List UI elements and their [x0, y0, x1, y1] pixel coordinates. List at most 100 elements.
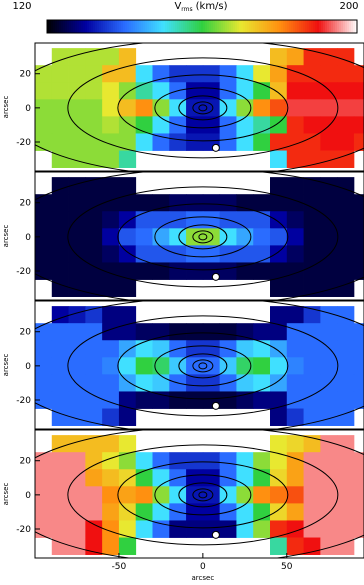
cell [270, 48, 288, 66]
colorbar-swatch [63, 20, 66, 33]
cell [186, 340, 204, 358]
colorbar-swatch [177, 20, 180, 33]
contour [192, 359, 214, 373]
colorbar-swatch [289, 20, 292, 33]
cell [68, 323, 86, 341]
cell [102, 408, 120, 426]
cell [286, 503, 304, 521]
cell [51, 133, 69, 151]
cell [353, 486, 364, 504]
cell [51, 211, 69, 229]
cell [337, 391, 355, 409]
x-tick-label: 50 [281, 562, 293, 572]
cell [85, 82, 103, 100]
cell [337, 48, 355, 66]
y-tick-label: 0 [25, 104, 31, 114]
contour [178, 482, 228, 508]
colorbar-swatch [199, 20, 202, 33]
cell [186, 99, 204, 117]
cell [186, 323, 204, 341]
cell [353, 323, 364, 341]
cell [85, 245, 103, 263]
colorbar-swatch [195, 20, 198, 33]
cell [320, 435, 338, 453]
cell [286, 228, 304, 246]
cell [320, 177, 338, 195]
cell [118, 435, 137, 453]
cell [102, 537, 120, 555]
colorbar-swatch [237, 20, 240, 33]
colorbar-swatch [221, 20, 224, 33]
cell [219, 262, 237, 280]
cell [152, 391, 170, 409]
colorbar-swatch [151, 20, 154, 33]
colorbar-swatch [197, 20, 200, 33]
cell [320, 194, 338, 212]
y-tick-label: -20 [16, 396, 31, 406]
cell [303, 374, 321, 392]
marker-circle [211, 272, 220, 281]
cell [35, 116, 53, 134]
y-tick-label: -20 [16, 267, 31, 277]
colorbar-swatch [77, 20, 80, 33]
colorbar-swatch [161, 20, 164, 33]
cell [219, 228, 237, 246]
cell [118, 211, 137, 229]
colorbar-swatch [259, 20, 262, 33]
cell [85, 262, 103, 280]
colorbar-swatch [75, 20, 78, 33]
colorbar-swatch [179, 20, 182, 33]
cell [186, 486, 204, 504]
cell [68, 133, 86, 151]
cell [353, 374, 364, 392]
cell [135, 323, 153, 341]
cell [169, 133, 187, 151]
cell [353, 211, 364, 229]
cell [270, 452, 288, 470]
cell [118, 228, 137, 246]
cell [353, 503, 364, 521]
cell [35, 65, 53, 83]
cell [186, 391, 204, 409]
cell [152, 116, 170, 134]
colorbar-swatch [81, 20, 84, 33]
cell [152, 520, 170, 538]
cell [68, 391, 86, 409]
contour [198, 233, 208, 241]
cell [337, 99, 355, 117]
colorbar-swatch [79, 20, 82, 33]
cell [270, 262, 288, 280]
cell [253, 520, 271, 538]
contour [178, 224, 228, 250]
colorbar-swatch [141, 20, 144, 33]
y-tick-label: 20 [20, 328, 32, 338]
cell [186, 194, 204, 212]
cell [320, 537, 338, 555]
cell [68, 408, 86, 426]
y-tick-label: 0 [25, 233, 31, 243]
colorbar-max-label: 200 [339, 1, 358, 12]
colorbar-swatch [319, 20, 322, 33]
cell [135, 452, 153, 470]
colorbar-swatch [327, 20, 330, 33]
colorbar-swatch [295, 20, 298, 33]
cell [102, 306, 120, 324]
cell [236, 469, 254, 487]
colorbar-swatch [201, 20, 204, 33]
panel [35, 43, 364, 171]
colorbar-swatch [261, 20, 264, 33]
cell [253, 194, 271, 212]
cell [353, 245, 364, 263]
cell [85, 177, 103, 195]
cell [51, 177, 69, 195]
cell [353, 228, 364, 246]
panel [35, 172, 364, 300]
cell [286, 116, 304, 134]
colorbar-swatch [121, 20, 124, 33]
cell [353, 82, 364, 100]
cell [286, 340, 304, 358]
cell [337, 279, 355, 297]
cell [253, 391, 271, 409]
colorbar-swatch [335, 20, 338, 33]
colorbar-swatch [147, 20, 150, 33]
